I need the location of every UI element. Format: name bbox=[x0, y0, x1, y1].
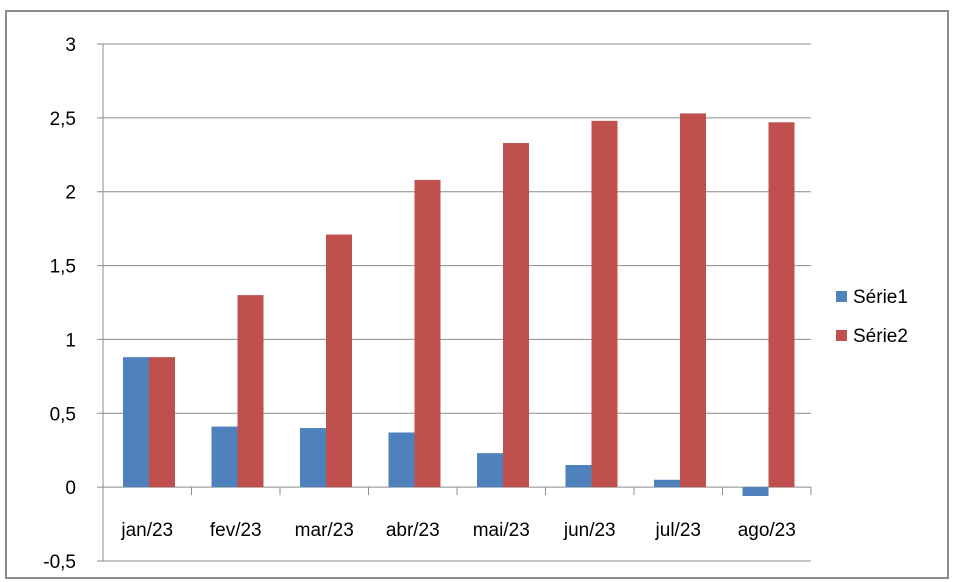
x-tick-label: ago/23 bbox=[738, 520, 796, 541]
bar-Série1-jan/23 bbox=[123, 357, 149, 488]
y-tick-label: 1,5 bbox=[50, 257, 76, 278]
bar-Série2-jun/23 bbox=[591, 120, 618, 488]
axes bbox=[102, 44, 812, 561]
x-tick-label: mar/23 bbox=[295, 520, 354, 541]
bars bbox=[123, 113, 795, 497]
x-tick-label: mai/23 bbox=[473, 520, 530, 541]
y-tick-label: 2,5 bbox=[50, 109, 76, 130]
y-tick-label: 0 bbox=[65, 478, 76, 499]
bar-Série2-fev/23 bbox=[237, 295, 264, 488]
bar-Série1-mai/23 bbox=[477, 453, 503, 488]
x-tick-label: abr/23 bbox=[386, 520, 440, 541]
bar-Série2-jul/23 bbox=[680, 113, 706, 488]
y-tick-label: 1 bbox=[65, 330, 76, 351]
bar-Série2-ago/23 bbox=[768, 122, 795, 488]
legend: Série1 Série2 bbox=[836, 287, 908, 347]
y-tick-labels: -0,5 0 0,5 1 1,5 2 2,5 3 bbox=[43, 35, 76, 573]
y-tick-label: 2 bbox=[65, 183, 76, 204]
x-tick-labels: jan/23 fev/23 mar/23 abr/23 mai/23 jun/23 jul/… bbox=[120, 520, 795, 541]
bar-Série1-abr/23 bbox=[388, 432, 415, 488]
bar-Série2-abr/23 bbox=[414, 179, 441, 488]
x-tick-label: jan/23 bbox=[120, 520, 173, 541]
bar-Série2-jan/23 bbox=[149, 357, 175, 488]
y-tick-label: -0,5 bbox=[43, 552, 76, 573]
y-tick-label: 3 bbox=[65, 35, 76, 56]
bar-Série2-mar/23 bbox=[326, 234, 352, 488]
legend-swatch bbox=[836, 330, 847, 341]
x-tick-label: fev/23 bbox=[210, 520, 262, 541]
bar-Série1-jun/23 bbox=[565, 464, 592, 488]
x-tick-label: jun/23 bbox=[563, 520, 616, 541]
bar-Série1-jul/23 bbox=[654, 479, 680, 488]
x-tick-label: jul/23 bbox=[655, 520, 701, 541]
y-tick-label: 0,5 bbox=[50, 404, 76, 425]
bar-Série2-mai/23 bbox=[503, 142, 529, 488]
bar-Série1-ago/23 bbox=[742, 487, 769, 497]
legend-swatch bbox=[836, 291, 847, 302]
legend-label: Série2 bbox=[853, 326, 908, 347]
bar-Série1-fev/23 bbox=[211, 426, 238, 488]
bar-Série1-mar/23 bbox=[300, 428, 326, 488]
legend-label: Série1 bbox=[853, 287, 908, 308]
